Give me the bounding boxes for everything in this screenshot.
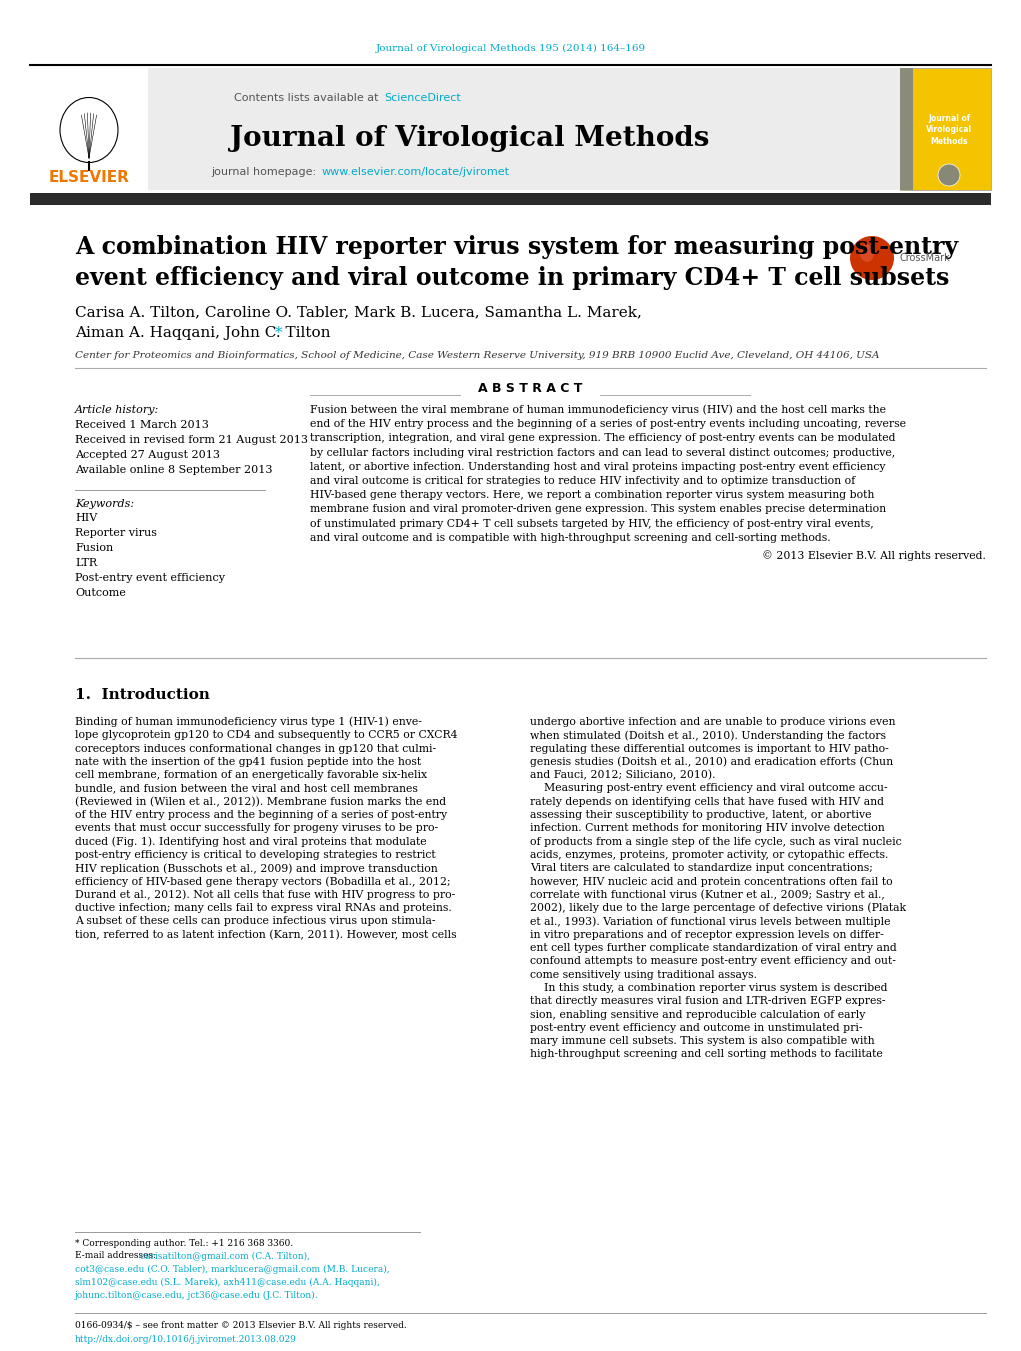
Text: Fusion between the viral membrane of human immunodeficiency virus (HIV) and the : Fusion between the viral membrane of hum…: [310, 405, 886, 415]
Text: Carisa A. Tilton, Caroline O. Tabler, Mark B. Lucera, Samantha L. Marek,: Carisa A. Tilton, Caroline O. Tabler, Ma…: [75, 305, 642, 319]
Text: lope glycoprotein gp120 to CD4 and subsequently to CCR5 or CXCR4: lope glycoprotein gp120 to CD4 and subse…: [75, 731, 457, 740]
Text: and Fauci, 2012; Siliciano, 2010).: and Fauci, 2012; Siliciano, 2010).: [530, 770, 716, 781]
Text: and viral outcome is critical for strategies to reduce HIV infectivity and to op: and viral outcome is critical for strate…: [310, 476, 856, 486]
Text: A subset of these cells can produce infectious virus upon stimula-: A subset of these cells can produce infe…: [75, 916, 436, 927]
Text: ductive infection; many cells fail to express viral RNAs and proteins.: ductive infection; many cells fail to ex…: [75, 904, 451, 913]
Text: Journal of
Virological
Methods: Journal of Virological Methods: [926, 113, 972, 146]
Text: Received 1 March 2013: Received 1 March 2013: [75, 420, 209, 430]
Text: assessing their susceptibility to productive, latent, or abortive: assessing their susceptibility to produc…: [530, 811, 872, 820]
Text: Accepted 27 August 2013: Accepted 27 August 2013: [75, 450, 220, 459]
Text: (Reviewed in (Wilen et al., 2012)). Membrane fusion marks the end: (Reviewed in (Wilen et al., 2012)). Memb…: [75, 797, 446, 807]
Text: acids, enzymes, proteins, promoter activity, or cytopathic effects.: acids, enzymes, proteins, promoter activ…: [530, 850, 888, 861]
Text: et al., 1993). Variation of functional virus levels between multiple: et al., 1993). Variation of functional v…: [530, 916, 890, 927]
Text: © 2013 Elsevier B.V. All rights reserved.: © 2013 Elsevier B.V. All rights reserved…: [762, 551, 986, 562]
Text: Post-entry event efficiency: Post-entry event efficiency: [75, 573, 225, 584]
Circle shape: [850, 236, 894, 280]
Text: 2002), likely due to the large percentage of defective virions (Platak: 2002), likely due to the large percentag…: [530, 902, 906, 913]
Text: LTR: LTR: [75, 558, 97, 567]
Bar: [900, 68, 913, 190]
Text: Fusion: Fusion: [75, 543, 113, 553]
Text: mary immune cell subsets. This system is also compatible with: mary immune cell subsets. This system is…: [530, 1036, 875, 1046]
Text: Viral titers are calculated to standardize input concentrations;: Viral titers are calculated to standardi…: [530, 863, 873, 873]
Bar: [30, 193, 991, 205]
Text: sion, enabling sensitive and reproducible calculation of early: sion, enabling sensitive and reproducibl…: [530, 1009, 866, 1020]
Text: journal homepage:: journal homepage:: [211, 168, 320, 177]
Text: 0166-0934/$ – see front matter © 2013 Elsevier B.V. All rights reserved.: 0166-0934/$ – see front matter © 2013 El…: [75, 1320, 406, 1329]
Text: by cellular factors including viral restriction factors and can lead to several : by cellular factors including viral rest…: [310, 447, 895, 458]
Text: http://dx.doi.org/10.1016/j.jviromet.2013.08.029: http://dx.doi.org/10.1016/j.jviromet.201…: [75, 1335, 297, 1343]
Text: regulating these differential outcomes is important to HIV patho-: regulating these differential outcomes i…: [530, 743, 888, 754]
Text: HIV replication (Busschots et al., 2009) and improve transduction: HIV replication (Busschots et al., 2009)…: [75, 863, 438, 874]
Text: Reporter virus: Reporter virus: [75, 528, 157, 538]
Text: slm102@case.edu (S.L. Marek), axh411@case.edu (A.A. Haqqani),: slm102@case.edu (S.L. Marek), axh411@cas…: [75, 1278, 380, 1286]
Text: Measuring post-entry event efficiency and viral outcome accu-: Measuring post-entry event efficiency an…: [530, 784, 887, 793]
Text: however, HIV nucleic acid and protein concentrations often fail to: however, HIV nucleic acid and protein co…: [530, 877, 892, 886]
Text: high-throughput screening and cell sorting methods to facilitate: high-throughput screening and cell sorti…: [530, 1050, 883, 1059]
Text: in vitro preparations and of receptor expression levels on differ-: in vitro preparations and of receptor ex…: [530, 929, 884, 940]
Text: event efficiency and viral outcome in primary CD4+ T cell subsets: event efficiency and viral outcome in pr…: [75, 266, 950, 290]
Text: come sensitively using traditional assays.: come sensitively using traditional assay…: [530, 970, 757, 979]
Text: Center for Proteomics and Bioinformatics, School of Medicine, Case Western Reser: Center for Proteomics and Bioinformatics…: [75, 350, 879, 359]
Text: * Corresponding author. Tel.: +1 216 368 3360.: * Corresponding author. Tel.: +1 216 368…: [75, 1239, 293, 1247]
Text: 1.  Introduction: 1. Introduction: [75, 688, 210, 703]
Text: Binding of human immunodeficiency virus type 1 (HIV-1) enve-: Binding of human immunodeficiency virus …: [75, 717, 422, 727]
Text: cot3@case.edu (C.O. Tabler), marklucera@gmail.com (M.B. Lucera),: cot3@case.edu (C.O. Tabler), marklucera@…: [75, 1265, 390, 1274]
Text: of unstimulated primary CD4+ T cell subsets targeted by HIV, the efficiency of p: of unstimulated primary CD4+ T cell subs…: [310, 519, 874, 528]
Text: ELSEVIER: ELSEVIER: [49, 170, 130, 185]
Text: latent, or abortive infection. Understanding host and viral proteins impacting p: latent, or abortive infection. Understan…: [310, 462, 885, 471]
Text: E-mail addresses:: E-mail addresses:: [75, 1251, 159, 1260]
Bar: [30, 68, 148, 190]
Text: HIV-based gene therapy vectors. Here, we report a combination reporter virus sys: HIV-based gene therapy vectors. Here, we…: [310, 490, 874, 500]
Text: when stimulated (Doitsh et al., 2010). Understanding the factors: when stimulated (Doitsh et al., 2010). U…: [530, 730, 886, 740]
Text: transcription, integration, and viral gene expression. The efficiency of post-en: transcription, integration, and viral ge…: [310, 434, 895, 443]
Bar: [900, 68, 991, 190]
Text: Journal of Virological Methods 195 (2014) 164–169: Journal of Virological Methods 195 (2014…: [376, 43, 646, 53]
Text: undergo abortive infection and are unable to produce virions even: undergo abortive infection and are unabl…: [530, 717, 895, 727]
Text: events that must occur successfully for progeny viruses to be pro-: events that must occur successfully for …: [75, 823, 438, 834]
Text: post-entry event efficiency and outcome in unstimulated pri-: post-entry event efficiency and outcome …: [530, 1023, 863, 1034]
Text: duced (Fig. 1). Identifying host and viral proteins that modulate: duced (Fig. 1). Identifying host and vir…: [75, 836, 427, 847]
Text: nate with the insertion of the gp41 fusion peptide into the host: nate with the insertion of the gp41 fusi…: [75, 757, 421, 767]
Text: post-entry efficiency is critical to developing strategies to restrict: post-entry efficiency is critical to dev…: [75, 850, 436, 861]
Text: bundle, and fusion between the viral and host cell membranes: bundle, and fusion between the viral and…: [75, 784, 418, 793]
Text: Received in revised form 21 August 2013: Received in revised form 21 August 2013: [75, 435, 308, 444]
Text: membrane fusion and viral promoter-driven gene expression. This system enables p: membrane fusion and viral promoter-drive…: [310, 504, 886, 515]
Text: In this study, a combination reporter virus system is described: In this study, a combination reporter vi…: [530, 984, 887, 993]
Text: Aiman A. Haqqani, John C. Tilton: Aiman A. Haqqani, John C. Tilton: [75, 326, 331, 340]
Text: Durand et al., 2012). Not all cells that fuse with HIV progress to pro-: Durand et al., 2012). Not all cells that…: [75, 889, 455, 900]
Text: genesis studies (Doitsh et al., 2010) and eradication efforts (Chun: genesis studies (Doitsh et al., 2010) an…: [530, 757, 893, 767]
Text: cell membrane, formation of an energetically favorable six-helix: cell membrane, formation of an energetic…: [75, 770, 427, 780]
Text: Keywords:: Keywords:: [75, 499, 134, 509]
Text: of the HIV entry process and the beginning of a series of post-entry: of the HIV entry process and the beginni…: [75, 811, 447, 820]
Text: rately depends on identifying cells that have fused with HIV and: rately depends on identifying cells that…: [530, 797, 884, 807]
Text: A B S T R A C T: A B S T R A C T: [478, 381, 582, 394]
Text: of products from a single step of the life cycle, such as viral nucleic: of products from a single step of the li…: [530, 836, 902, 847]
Circle shape: [938, 163, 960, 186]
Text: infection. Current methods for monitoring HIV involve detection: infection. Current methods for monitorin…: [530, 823, 885, 834]
Text: correlate with functional virus (Kutner et al., 2009; Sastry et al.,: correlate with functional virus (Kutner …: [530, 889, 885, 900]
Text: HIV: HIV: [75, 513, 97, 523]
Text: Outcome: Outcome: [75, 588, 126, 598]
Text: Journal of Virological Methods: Journal of Virological Methods: [231, 124, 710, 151]
Text: end of the HIV entry process and the beginning of a series of post-entry events : end of the HIV entry process and the beg…: [310, 419, 906, 430]
Text: efficiency of HIV-based gene therapy vectors (Bobadilla et al., 2012;: efficiency of HIV-based gene therapy vec…: [75, 877, 450, 886]
Text: that directly measures viral fusion and LTR-driven EGFP expres-: that directly measures viral fusion and …: [530, 996, 885, 1006]
Text: *: *: [275, 326, 283, 340]
Text: CrossMark: CrossMark: [900, 253, 950, 263]
Text: A combination HIV reporter virus system for measuring post-entry: A combination HIV reporter virus system …: [75, 235, 958, 259]
Text: Available online 8 September 2013: Available online 8 September 2013: [75, 465, 273, 476]
Text: ScienceDirect: ScienceDirect: [384, 93, 460, 103]
Text: Contents lists available at: Contents lists available at: [234, 93, 382, 103]
Text: ent cell types further complicate standardization of viral entry and: ent cell types further complicate standa…: [530, 943, 896, 952]
Text: coreceptors induces conformational changes in gp120 that culmi-: coreceptors induces conformational chang…: [75, 743, 436, 754]
Text: confound attempts to measure post-entry event efficiency and out-: confound attempts to measure post-entry …: [530, 957, 895, 966]
Text: and viral outcome and is compatible with high-throughput screening and cell-sort: and viral outcome and is compatible with…: [310, 532, 831, 543]
Text: carisatilton@gmail.com (C.A. Tilton),: carisatilton@gmail.com (C.A. Tilton),: [140, 1251, 310, 1260]
Bar: [148, 68, 900, 190]
Text: www.elsevier.com/locate/jviromet: www.elsevier.com/locate/jviromet: [322, 168, 510, 177]
Ellipse shape: [860, 245, 874, 262]
Text: tion, referred to as latent infection (Karn, 2011). However, most cells: tion, referred to as latent infection (K…: [75, 929, 456, 940]
Text: johunc.tilton@case.edu, jct36@case.edu (J.C. Tilton).: johunc.tilton@case.edu, jct36@case.edu (…: [75, 1290, 319, 1300]
Text: Article history:: Article history:: [75, 405, 159, 415]
